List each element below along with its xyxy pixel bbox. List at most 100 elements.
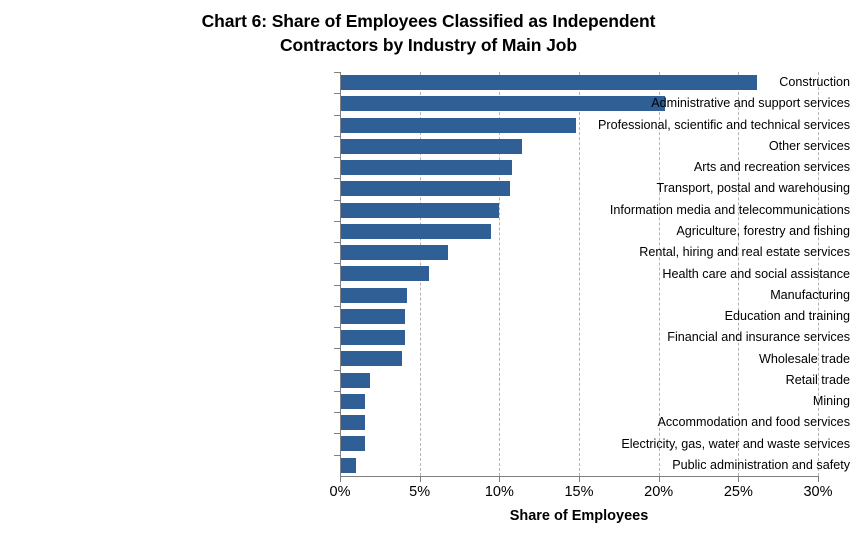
bar-row[interactable] [340,455,818,476]
category-label: Mining [812,394,850,409]
y-axis-tick [334,327,340,329]
bar[interactable] [340,436,366,452]
y-axis-tick [334,390,340,392]
x-axis-tick [340,476,341,482]
bar-row[interactable] [340,263,818,284]
bar[interactable] [340,160,513,176]
bar[interactable] [340,75,758,90]
category-label: Wholesale trade [758,351,850,366]
bar[interactable] [340,287,407,303]
category-label: Arts and recreation services [693,160,850,175]
y-axis-tick [334,263,340,265]
bar[interactable] [340,351,403,367]
y-axis-tick [334,305,340,307]
gridline-30 [818,72,819,476]
gridline-25 [738,72,740,476]
y-axis-tick [334,454,340,456]
x-axis-tick-label: 30% [803,484,833,500]
bar[interactable] [340,223,492,239]
y-axis-tick [334,242,340,244]
category-label: Other services [768,138,850,153]
bar-row[interactable] [340,178,818,199]
bar-row[interactable] [340,370,818,391]
gridline-20 [658,72,660,476]
y-axis-tick [334,114,340,116]
plot-area [340,72,818,476]
category-label: Financial and insurance services [667,330,850,345]
category-label: Professional, scientific and technical s… [598,117,850,132]
x-axis-tick [419,476,421,482]
x-axis-tick [499,476,501,482]
bar-row[interactable] [340,242,818,263]
x-axis-tick-label: 25% [723,484,753,500]
category-label: Retail trade [785,372,850,387]
category-label: Public administration and safety [672,457,850,472]
bar[interactable] [340,457,356,473]
bar-row[interactable] [340,221,818,242]
gridline-15 [579,72,580,476]
bar-row[interactable] [340,93,818,114]
chart-title-line-1: Chart 6: Share of Employees Classified a… [201,11,656,31]
category-label: Administrative and support services [651,96,850,111]
gridline-10 [499,72,501,476]
y-axis-line [340,72,341,477]
y-axis-tick [334,178,340,180]
bar[interactable] [340,393,366,409]
category-label: Construction [779,75,850,90]
bar-row[interactable] [340,327,818,348]
bar-row[interactable] [340,285,818,306]
y-axis-tick [334,369,340,371]
category-label: Manufacturing [770,287,850,302]
x-axis-tick [658,476,660,482]
x-axis-tick [818,476,819,482]
bar[interactable] [340,330,406,346]
y-axis-tick [334,220,340,222]
bar-row[interactable] [340,306,818,327]
bar[interactable] [340,138,522,154]
bar-row[interactable] [340,391,818,412]
bar-row[interactable] [340,200,818,221]
x-axis-tick-label: 10% [484,484,514,500]
category-label: Rental, hiring and real estate services [639,245,850,260]
bar[interactable] [340,308,406,324]
y-axis-tick [334,348,340,350]
bar-row[interactable] [340,115,818,136]
bar[interactable] [340,96,666,112]
bar-row[interactable] [340,412,818,433]
y-axis-tick [334,412,340,414]
bar-row[interactable] [340,433,818,454]
bar[interactable] [340,202,500,218]
chart-title: Chart 6: Share of Employees Classified a… [0,9,857,57]
bar-row[interactable] [340,157,818,178]
bar[interactable] [340,245,449,261]
y-axis-tick [334,284,340,286]
bar-row[interactable] [340,136,818,157]
y-axis-tick [334,93,340,95]
category-label: Health care and social assistance [662,266,850,281]
y-axis-tick [334,157,340,159]
category-label: Transport, postal and warehousing [656,181,850,196]
bar[interactable] [340,117,576,133]
bar[interactable] [340,181,511,197]
y-axis-tick [334,199,340,201]
bar-row[interactable] [340,72,818,93]
category-label: Education and training [724,309,850,324]
category-label: Agriculture, forestry and fishing [676,223,850,238]
bar-row[interactable] [340,348,818,369]
x-axis-tick-label: 20% [644,484,674,500]
category-label: Accommodation and food services [657,415,850,430]
category-label: Information media and telecommunications [609,202,850,217]
x-axis-tick-label: 15% [564,484,594,500]
y-axis-tick [334,433,340,435]
bar[interactable] [340,372,371,388]
x-axis-tick [579,476,580,482]
x-axis-tick [738,476,740,482]
x-axis-title: Share of Employees [509,508,649,524]
bar[interactable] [340,415,366,431]
category-label: Electricity, gas, water and waste servic… [621,436,850,451]
bar[interactable] [340,266,430,282]
y-axis-tick [334,135,340,137]
x-axis-tick-label: 0% [329,484,351,500]
y-axis-tick [334,72,340,73]
